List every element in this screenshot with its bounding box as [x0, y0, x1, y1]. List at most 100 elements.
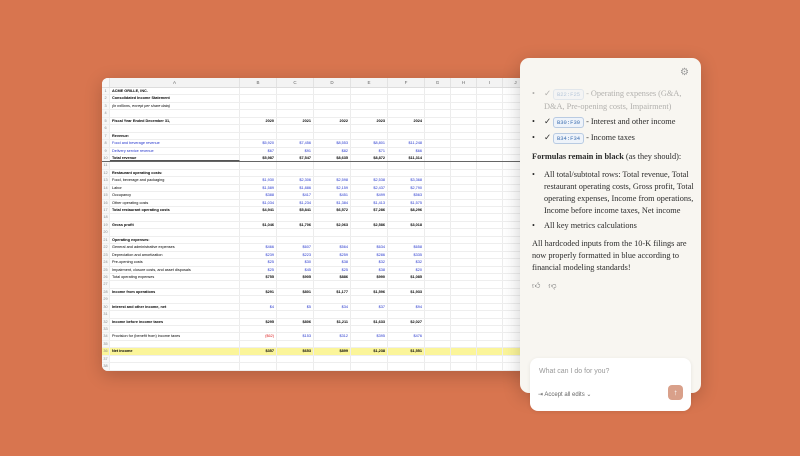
row-number[interactable]: 11 — [102, 162, 110, 169]
value-cell[interactable] — [314, 311, 351, 318]
value-cell[interactable] — [351, 110, 388, 117]
value-cell[interactable] — [388, 340, 425, 348]
value-cell[interactable]: $1,589 — [240, 184, 277, 192]
value-cell[interactable] — [240, 236, 277, 244]
empty-cell[interactable] — [451, 288, 477, 296]
value-cell[interactable] — [314, 326, 351, 333]
value-cell[interactable]: 2022 — [314, 117, 351, 125]
empty-cell[interactable] — [425, 184, 451, 192]
value-cell[interactable] — [277, 88, 314, 95]
value-cell[interactable] — [240, 102, 277, 110]
value-cell[interactable] — [314, 102, 351, 110]
empty-cell[interactable] — [477, 184, 503, 192]
row-number[interactable]: 32 — [102, 318, 110, 325]
value-cell[interactable] — [351, 229, 388, 236]
value-cell[interactable]: $335 — [388, 251, 425, 259]
empty-cell[interactable] — [425, 244, 451, 251]
value-cell[interactable] — [240, 311, 277, 318]
thumbs-up-icon[interactable]: 👍︎ — [532, 281, 541, 290]
value-cell[interactable]: $1,706 — [277, 221, 314, 229]
empty-cell[interactable] — [477, 296, 503, 303]
empty-cell[interactable] — [477, 281, 503, 288]
empty-cell[interactable] — [451, 199, 477, 206]
empty-cell[interactable] — [451, 154, 477, 162]
label-cell[interactable]: Fiscal Year Ended December 31, — [110, 117, 240, 125]
empty-cell[interactable] — [451, 333, 477, 340]
empty-cell[interactable] — [477, 340, 503, 348]
value-cell[interactable]: $91 — [277, 147, 314, 154]
label-cell[interactable]: Other operating costs — [110, 199, 240, 206]
value-cell[interactable] — [240, 326, 277, 333]
value-cell[interactable]: $25 — [240, 266, 277, 273]
row-number[interactable]: 24 — [102, 259, 110, 266]
range-chip[interactable]: B34:F34 — [552, 133, 585, 144]
label-cell[interactable]: Food, beverage and packaging — [110, 177, 240, 184]
row-number[interactable]: 9 — [102, 147, 110, 154]
value-cell[interactable] — [277, 311, 314, 318]
value-cell[interactable] — [240, 281, 277, 288]
value-cell[interactable]: $658 — [388, 244, 425, 251]
empty-cell[interactable] — [425, 214, 451, 221]
value-cell[interactable] — [388, 326, 425, 333]
value-cell[interactable]: $1,413 — [351, 199, 388, 206]
value-cell[interactable]: $4 — [240, 303, 277, 311]
empty-cell[interactable] — [477, 154, 503, 162]
empty-cell[interactable] — [425, 95, 451, 102]
row-number[interactable]: 5 — [102, 117, 110, 125]
value-cell[interactable]: $1,211 — [314, 318, 351, 325]
value-cell[interactable]: $25 — [314, 266, 351, 273]
value-cell[interactable]: ($62) — [240, 333, 277, 340]
value-cell[interactable] — [388, 229, 425, 236]
value-cell[interactable]: $67 — [240, 147, 277, 154]
value-cell[interactable] — [351, 326, 388, 333]
row-number[interactable]: 30 — [102, 303, 110, 311]
value-cell[interactable]: $5,841 — [277, 207, 314, 214]
value-cell[interactable]: 2023 — [351, 117, 388, 125]
value-cell[interactable] — [388, 214, 425, 221]
value-cell[interactable] — [388, 162, 425, 169]
empty-cell[interactable] — [425, 140, 451, 147]
value-cell[interactable]: $7,286 — [351, 207, 388, 214]
value-cell[interactable]: $2,790 — [388, 184, 425, 192]
label-cell[interactable] — [110, 326, 240, 333]
empty-cell[interactable] — [477, 214, 503, 221]
value-cell[interactable]: $1,234 — [277, 199, 314, 206]
row-number[interactable]: 3 — [102, 102, 110, 110]
empty-cell[interactable] — [425, 177, 451, 184]
row-number[interactable]: 4 — [102, 110, 110, 117]
empty-cell[interactable] — [425, 88, 451, 95]
empty-cell[interactable] — [451, 303, 477, 311]
column-header[interactable]: G — [425, 78, 451, 87]
value-cell[interactable] — [277, 340, 314, 348]
row-number[interactable]: 25 — [102, 266, 110, 273]
label-cell[interactable] — [110, 125, 240, 132]
value-cell[interactable] — [277, 236, 314, 244]
value-cell[interactable] — [277, 326, 314, 333]
empty-cell[interactable] — [477, 326, 503, 333]
empty-cell[interactable] — [477, 318, 503, 325]
empty-cell[interactable] — [425, 199, 451, 206]
empty-cell[interactable] — [477, 132, 503, 140]
label-cell[interactable]: Interest and other income, net — [110, 303, 240, 311]
empty-cell[interactable] — [425, 169, 451, 177]
row-number[interactable]: 21 — [102, 236, 110, 244]
empty-cell[interactable] — [451, 326, 477, 333]
empty-cell[interactable] — [425, 207, 451, 214]
value-cell[interactable] — [314, 296, 351, 303]
value-cell[interactable]: $755 — [240, 273, 277, 281]
value-cell[interactable] — [277, 363, 314, 370]
empty-cell[interactable] — [477, 221, 503, 229]
empty-cell[interactable] — [451, 110, 477, 117]
label-cell[interactable]: Total restaurant operating costs — [110, 207, 240, 214]
empty-cell[interactable] — [451, 355, 477, 363]
value-cell[interactable] — [314, 214, 351, 221]
empty-cell[interactable] — [451, 311, 477, 318]
value-cell[interactable]: $451 — [314, 192, 351, 199]
column-header[interactable]: H — [451, 78, 477, 87]
range-chip[interactable]: B22:F25 — [552, 89, 585, 100]
value-cell[interactable]: $801 — [277, 288, 314, 296]
label-cell[interactable]: Impairment, closure costs, and asset dis… — [110, 266, 240, 273]
empty-cell[interactable] — [477, 140, 503, 147]
row-number[interactable]: 17 — [102, 207, 110, 214]
empty-cell[interactable] — [425, 348, 451, 355]
